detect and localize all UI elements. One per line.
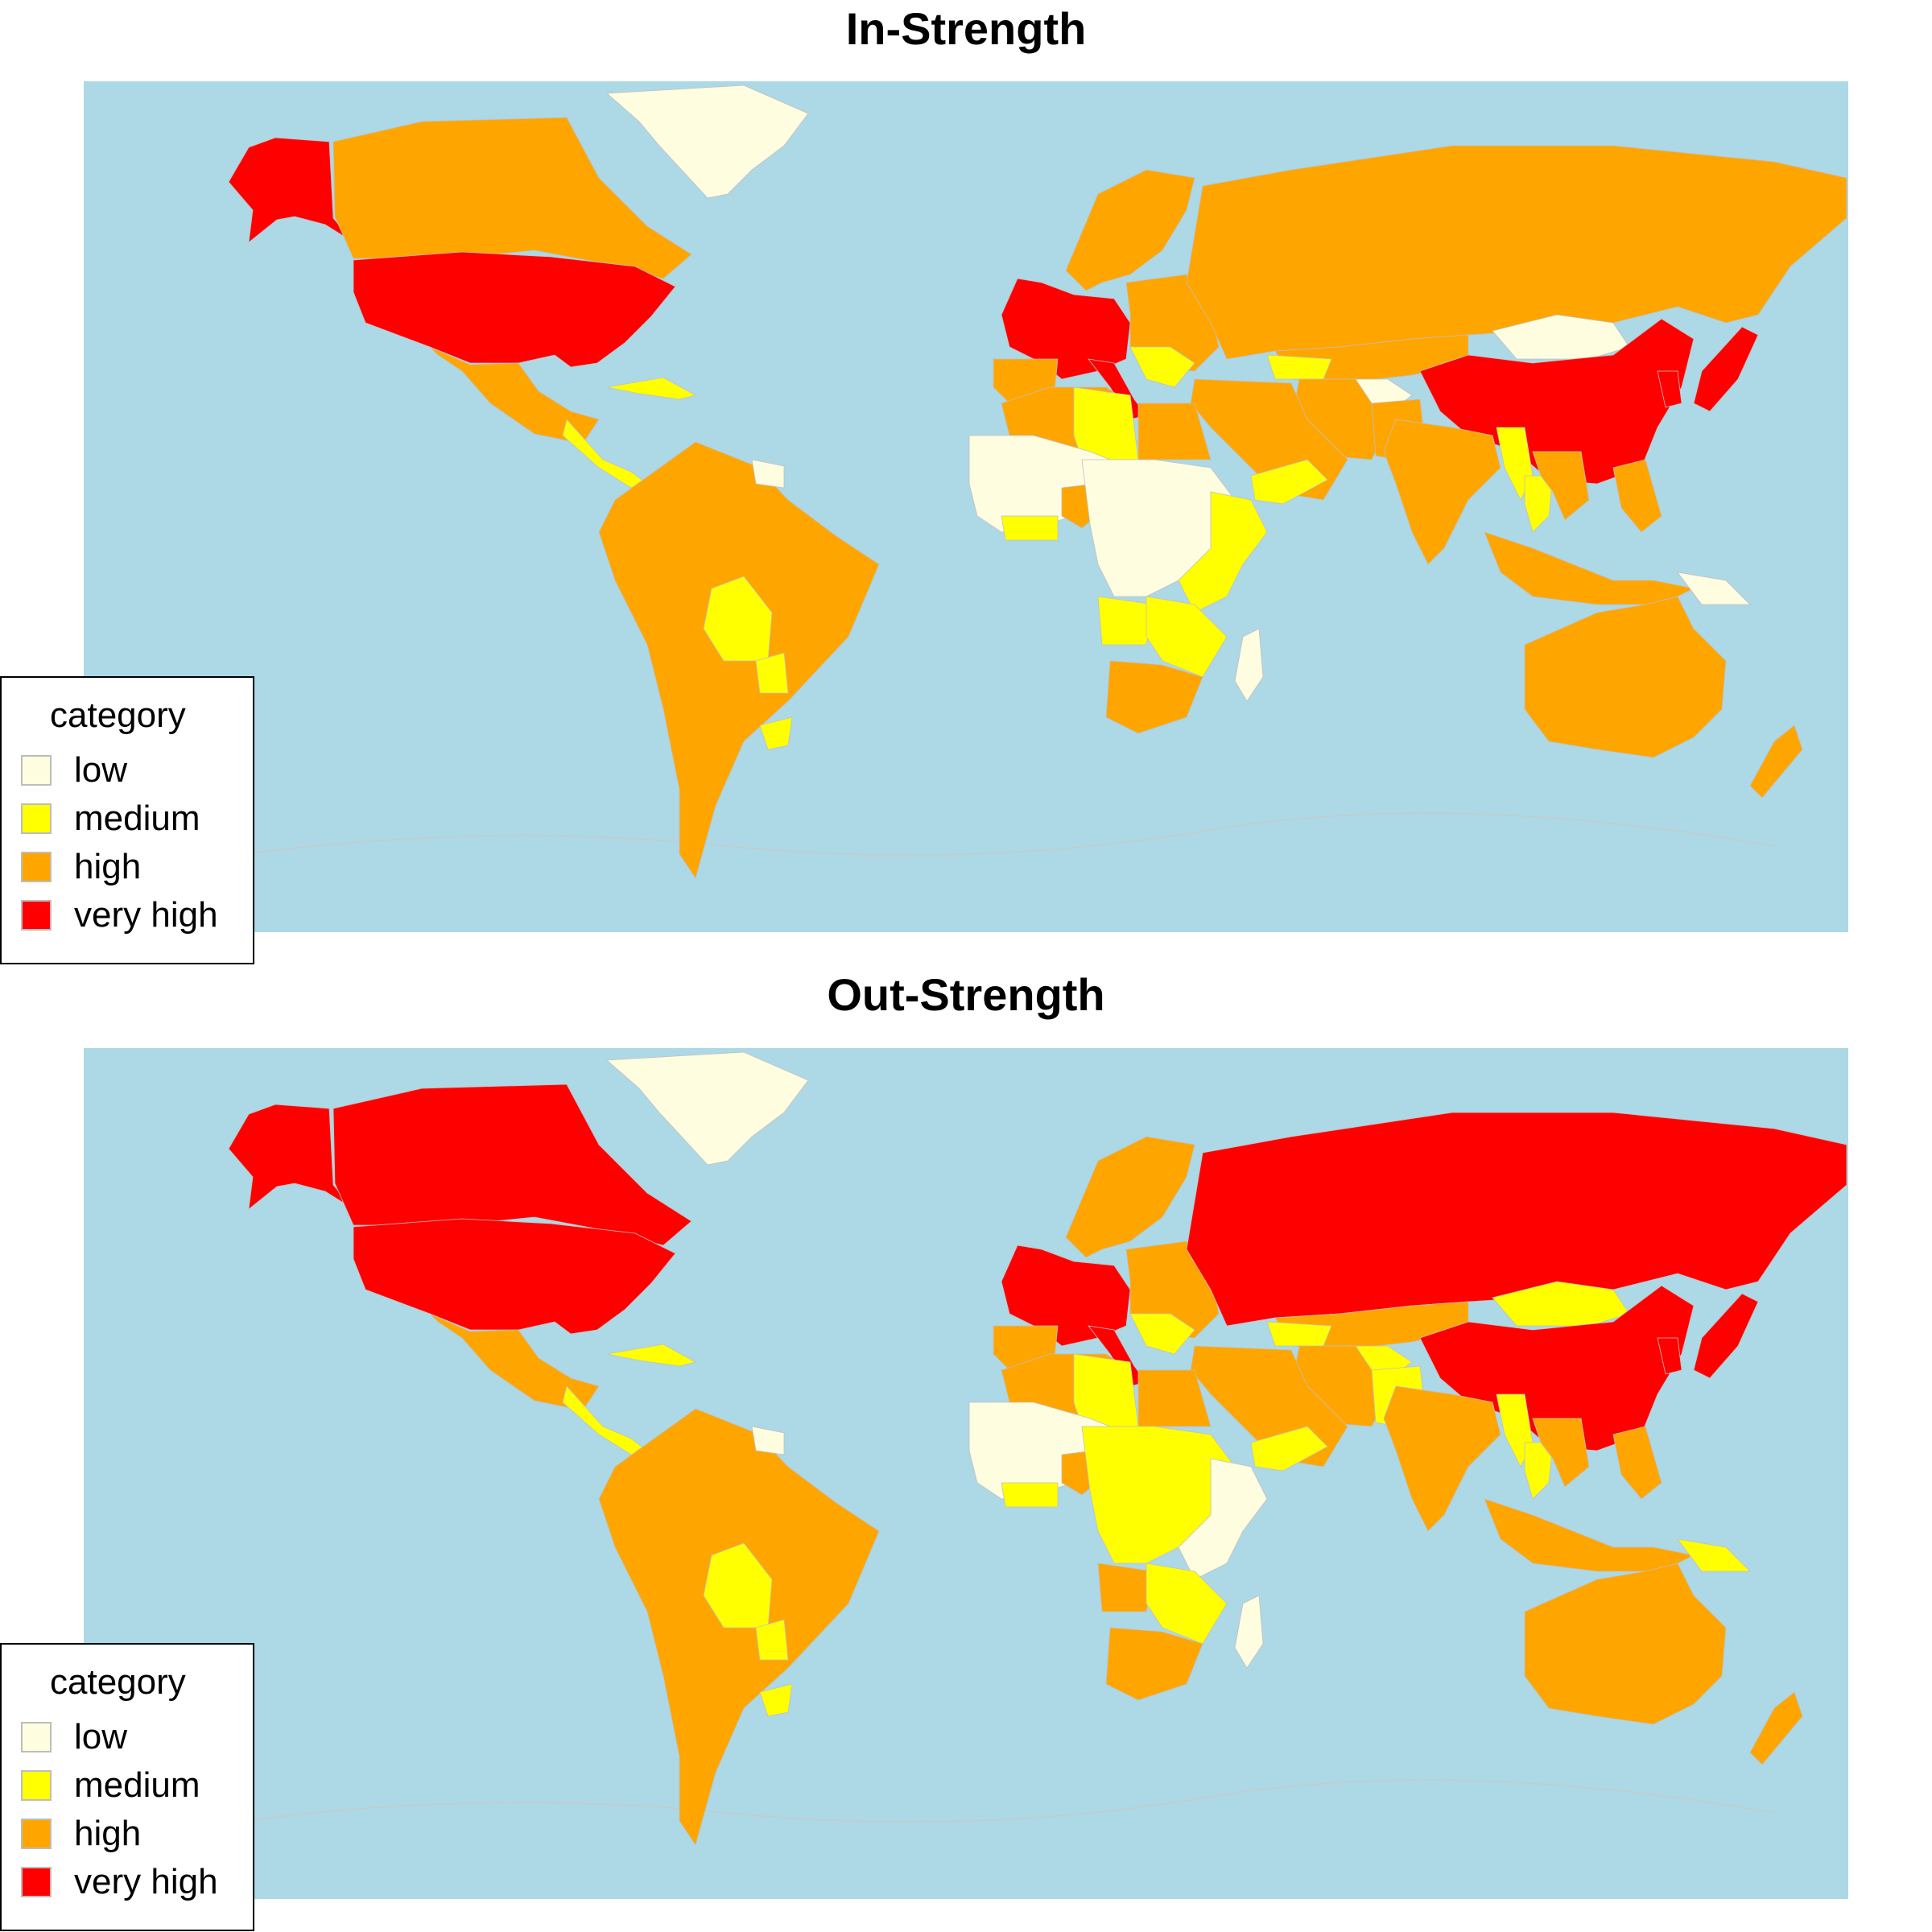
legend-label-high: high (74, 847, 142, 886)
region-canada (332, 1084, 692, 1246)
region-madagascar (1234, 628, 1264, 702)
region-india (1383, 419, 1501, 565)
region-mexico (429, 1313, 600, 1411)
legend-label-high: high (74, 1814, 142, 1853)
region-east-africa (1178, 491, 1268, 613)
legend-swatch-high (21, 1818, 52, 1849)
region-indonesia (1484, 531, 1695, 605)
legend-swatch-very-high (21, 900, 52, 931)
region-guianas (751, 1426, 785, 1455)
region-australia (1524, 596, 1727, 758)
region-caribbean (606, 377, 697, 400)
region-uruguay (759, 1683, 793, 1717)
region-korea (1657, 370, 1682, 408)
legend-title: category (50, 1662, 186, 1702)
region-india (1383, 1385, 1501, 1532)
region-east-africa (1178, 1458, 1268, 1580)
region-angola (1097, 1563, 1155, 1612)
legend-swatch-low (21, 1722, 52, 1752)
panel-title-out-strength: Out-Strength (827, 969, 1105, 1020)
region-russia (1186, 145, 1847, 360)
region-paraguay (755, 1619, 789, 1661)
region-uruguay (759, 716, 793, 750)
region-indochina (1532, 1418, 1590, 1488)
region-ghana-coast (1001, 515, 1059, 541)
legend-label-low: low (74, 750, 128, 790)
legend-out-strength: category low medium high very high (0, 1643, 254, 1931)
region-caucasus (1266, 354, 1332, 380)
region-balkans (1129, 1313, 1195, 1355)
region-usa (353, 251, 676, 368)
region-indonesia (1484, 1498, 1695, 1572)
region-yemen (1250, 459, 1328, 505)
region-scandinavia (1065, 169, 1195, 291)
region-yemen (1250, 1426, 1328, 1472)
region-korea (1657, 1337, 1682, 1375)
antarctica-outline (244, 812, 1775, 856)
region-caucasus (1266, 1321, 1332, 1347)
legend-label-very-high: very high (74, 895, 218, 935)
region-balkans (1129, 346, 1195, 388)
legend-label-very-high: very high (74, 1862, 218, 1901)
legend-label-medium: medium (74, 1765, 200, 1805)
antarctica-outline (244, 1779, 1775, 1823)
map-svg (228, 1051, 1847, 1846)
region-greenland (606, 1051, 809, 1166)
region-central-america (562, 1385, 648, 1455)
region-madagascar (1234, 1595, 1264, 1669)
region-egypt (1137, 1369, 1212, 1427)
region-new-zealand (1749, 724, 1803, 799)
region-greenland (606, 85, 809, 199)
region-alaska (228, 1104, 354, 1210)
legend-swatch-medium (21, 803, 52, 834)
region-philippines (1612, 1426, 1662, 1500)
region-japan (1693, 326, 1759, 412)
region-central-america (562, 419, 648, 489)
map-svg (228, 85, 1847, 879)
region-egypt (1137, 402, 1212, 460)
legend-label-low: low (74, 1717, 128, 1757)
panel-title-in-strength: In-Strength (845, 3, 1087, 54)
region-japan (1693, 1293, 1759, 1379)
region-australia (1524, 1563, 1727, 1725)
region-caribbean (606, 1344, 697, 1367)
region-canada (332, 117, 692, 279)
region-scandinavia (1065, 1136, 1195, 1258)
region-libya (1073, 1353, 1139, 1427)
region-mexico (429, 346, 600, 444)
region-south-africa (1105, 660, 1203, 734)
region-new-zealand (1749, 1691, 1803, 1765)
region-paraguay (755, 652, 789, 694)
region-philippines (1612, 459, 1662, 533)
region-alaska (228, 137, 354, 243)
legend-in-strength: category low medium high very high (0, 676, 254, 964)
region-papua-new-guinea (1677, 1538, 1751, 1572)
world-map-in-strength (84, 81, 1848, 932)
world-map-out-strength (84, 1048, 1848, 1899)
legend-swatch-high (21, 852, 52, 882)
region-angola (1097, 596, 1155, 646)
legend-swatch-very-high (21, 1867, 52, 1897)
legend-title: category (50, 696, 186, 735)
region-guianas (751, 459, 785, 489)
legend-swatch-medium (21, 1770, 52, 1801)
legend-swatch-low (21, 755, 52, 786)
region-usa (353, 1218, 676, 1335)
region-ghana-coast (1001, 1482, 1059, 1508)
region-libya (1073, 386, 1139, 460)
region-russia (1186, 1112, 1847, 1327)
region-south-africa (1105, 1627, 1203, 1701)
legend-label-medium: medium (74, 799, 200, 838)
region-papua-new-guinea (1677, 572, 1751, 605)
region-indochina (1532, 451, 1590, 521)
